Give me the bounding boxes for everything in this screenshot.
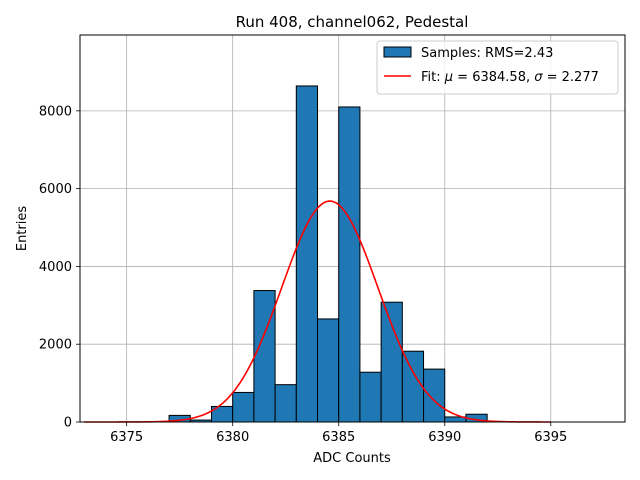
histogram-bar [274,384,297,423]
histogram-bar [253,290,276,423]
x-tick-label: 6390 [428,430,461,445]
y-tick-label: 8000 [39,104,72,119]
fit-curve-group [84,200,551,423]
histogram-bar [317,318,340,423]
axis-ticks: 6375 6380 6385 6390 6395 0 2000 4000 6000 8000 [39,104,567,445]
y-axis-label: Entries [15,206,30,252]
y-tick-label: 2000 [39,338,72,353]
x-tick-label: 6385 [322,430,355,445]
x-tick-label: 6375 [110,430,143,445]
histogram-bar [232,391,255,423]
y-tick-label: 6000 [39,182,72,197]
legend-histogram-label: Samples: RMS=2.43 [421,46,553,61]
fit-curve [84,200,551,423]
legend-fit-label: Fit: μ = 6384.58, σ = 2.277 [421,70,599,85]
histogram-bar [401,350,425,423]
legend: Samples: RMS=2.43 Fit: μ = 6384.58, σ = … [376,40,619,95]
plot-frame [79,34,626,423]
chart-title: Run 408, channel062, Pedestal [236,13,469,31]
histogram-bar [380,301,403,423]
y-tick-label: 0 [64,416,72,431]
histogram-bars [168,85,488,423]
histogram-bar [359,371,382,423]
x-tick-label: 6395 [534,430,567,445]
legend-histogram-swatch [383,46,412,58]
x-tick-label: 6380 [216,430,249,445]
x-axis-label: ADC Counts [313,451,391,466]
legend-box [376,40,619,95]
histogram-bar [295,85,319,423]
histogram-bar [423,368,446,423]
y-tick-label: 4000 [39,260,72,275]
histogram-bar [338,106,361,423]
